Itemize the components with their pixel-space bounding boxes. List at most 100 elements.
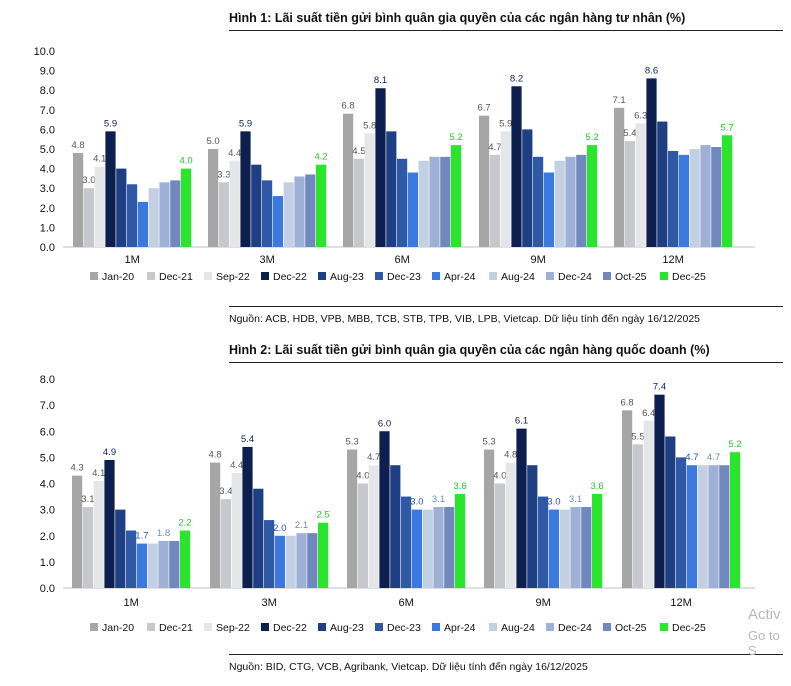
bar-dec-25-3m bbox=[318, 522, 329, 588]
data-label: 5.9 bbox=[104, 118, 117, 129]
data-label: 3.6 bbox=[453, 481, 466, 492]
data-label: 4.1 bbox=[93, 154, 106, 165]
bar-aug-23-1m bbox=[116, 168, 127, 247]
bar-apr-24-12m bbox=[678, 154, 689, 247]
bar-aug-24-12m bbox=[689, 149, 700, 247]
bar-dec-24-1m bbox=[158, 540, 169, 588]
bar-aug-23-1m bbox=[115, 509, 126, 588]
bar-dec-21-9m bbox=[494, 483, 505, 588]
bar-dec-21-12m bbox=[624, 141, 635, 247]
legend-swatch-dec-21 bbox=[147, 623, 155, 631]
bar-apr-24-1m bbox=[137, 201, 148, 247]
bar-dec-23-1m bbox=[127, 184, 138, 247]
data-label: 5.9 bbox=[239, 118, 252, 129]
legend-label-oct-25: Oct-25 bbox=[615, 622, 647, 634]
y-tick-label: 0.0 bbox=[40, 583, 55, 595]
legend-label-dec-25: Dec-25 bbox=[672, 271, 706, 283]
data-label: 3.3 bbox=[217, 169, 230, 180]
y-tick-label: 5.0 bbox=[40, 144, 55, 156]
data-label: 6.7 bbox=[477, 103, 490, 114]
bar-dec-23-3m bbox=[264, 520, 275, 588]
data-label: 4.3 bbox=[70, 463, 83, 474]
legend-swatch-jan-20 bbox=[90, 623, 98, 631]
chart2-source-rule bbox=[229, 654, 783, 655]
data-label: 3.0 bbox=[410, 497, 423, 508]
chart1-title-rule bbox=[229, 30, 783, 31]
bar-oct-25-9m bbox=[581, 507, 592, 588]
bar-dec-21-3m bbox=[218, 182, 229, 247]
bar-dec-25-3m bbox=[316, 164, 327, 247]
chart1: 0.0 1.0 2.0 3.0 4.0 5.0 6.0 7.0 8.0 9.0 10.0 4.8 5.0… bbox=[34, 46, 755, 283]
legend-swatch-dec-24 bbox=[546, 623, 554, 631]
data-label: 5.2 bbox=[449, 132, 462, 143]
category-label: 12M bbox=[662, 254, 683, 266]
chart1-title: Hình 1: Lãi suất tiền gửi bình quân gia … bbox=[229, 11, 686, 25]
legend-swatch-aug-23 bbox=[318, 623, 326, 631]
bar-dec-23-9m bbox=[533, 156, 544, 247]
legend-label-sep-22: Sep-22 bbox=[216, 271, 250, 283]
chart2-title: Hình 2: Lãi suất tiền gửi bình quân gia … bbox=[229, 343, 710, 357]
bar-dec-24-6m bbox=[433, 507, 444, 588]
chart2-source: Nguồn: BID, CTG, VCB, Agribank, Vietcap.… bbox=[229, 661, 588, 673]
legend-swatch-dec-23 bbox=[375, 272, 383, 280]
bar-dec-24-12m bbox=[700, 145, 711, 247]
bar-oct-25-1m bbox=[169, 540, 180, 588]
data-label: 4.0 bbox=[356, 471, 369, 482]
bar-oct-25-1m bbox=[170, 180, 181, 247]
bar-dec-24-9m bbox=[570, 507, 581, 588]
bar-aug-24-9m bbox=[559, 509, 570, 588]
data-label: 5.9 bbox=[499, 118, 512, 129]
bar-aug-24-3m bbox=[283, 182, 294, 247]
data-label: 2.2 bbox=[178, 518, 191, 529]
bar-dec-25-9m bbox=[592, 493, 603, 588]
data-label: 4.1 bbox=[92, 468, 105, 479]
data-label: 6.3 bbox=[634, 111, 647, 122]
legend-label-jan-20: Jan-20 bbox=[102, 622, 134, 634]
data-label: 5.2 bbox=[585, 132, 598, 143]
legend-label-dec-22: Dec-22 bbox=[273, 271, 307, 283]
data-label: 3.1 bbox=[569, 494, 582, 505]
legend-label-dec-22: Dec-22 bbox=[273, 622, 307, 634]
bar-apr-24-3m bbox=[272, 196, 283, 247]
legend-label-dec-24: Dec-24 bbox=[558, 271, 592, 283]
bar-dec-22-6m bbox=[375, 88, 386, 248]
bar-apr-24-9m bbox=[548, 509, 559, 588]
data-label: 5.2 bbox=[728, 439, 741, 450]
legend-swatch-dec-23 bbox=[375, 623, 383, 631]
bar-aug-23-12m bbox=[657, 121, 668, 247]
category-label: 9M bbox=[530, 254, 545, 266]
data-label: 6.8 bbox=[341, 101, 354, 112]
data-label: 7.4 bbox=[653, 382, 666, 393]
data-label: 3.0 bbox=[82, 175, 95, 186]
y-tick-label: 4.0 bbox=[40, 479, 55, 491]
legend-swatch-jan-20 bbox=[90, 272, 98, 280]
y-tick-label: 6.0 bbox=[40, 124, 55, 136]
data-label: 4.8 bbox=[504, 450, 517, 461]
bar-aug-24-12m bbox=[697, 465, 708, 588]
bar-jan-20-12m bbox=[622, 410, 633, 588]
bar-aug-23-6m bbox=[386, 131, 397, 247]
data-label: 4.9 bbox=[103, 447, 116, 458]
bar-sep-22-3m bbox=[229, 160, 240, 247]
bar-sep-22-3m bbox=[231, 473, 242, 588]
bar-aug-24-1m bbox=[148, 188, 159, 247]
bar-dec-21-9m bbox=[489, 154, 500, 247]
y-tick-label: 3.0 bbox=[40, 183, 55, 195]
data-label: 5.3 bbox=[345, 437, 358, 448]
activation-watermark-line2: Go to S bbox=[748, 628, 780, 658]
y-tick-label: 1.0 bbox=[40, 222, 55, 234]
data-label: 6.8 bbox=[620, 397, 633, 408]
bar-dec-25-6m bbox=[451, 145, 462, 247]
category-label: 6M bbox=[398, 597, 413, 609]
data-label: 4.4 bbox=[230, 460, 243, 471]
bar-dec-24-6m bbox=[429, 156, 440, 247]
bar-dec-22-3m bbox=[240, 131, 251, 247]
data-label: 5.7 bbox=[720, 122, 733, 133]
bar-dec-22-3m bbox=[242, 446, 253, 588]
bar-sep-22-6m bbox=[364, 133, 375, 247]
legend-swatch-aug-23 bbox=[318, 272, 326, 280]
bar-sep-22-6m bbox=[368, 465, 379, 588]
bar-dec-24-12m bbox=[708, 465, 719, 588]
y-tick-label: 5.0 bbox=[40, 452, 55, 464]
data-label: 7.1 bbox=[612, 95, 625, 106]
